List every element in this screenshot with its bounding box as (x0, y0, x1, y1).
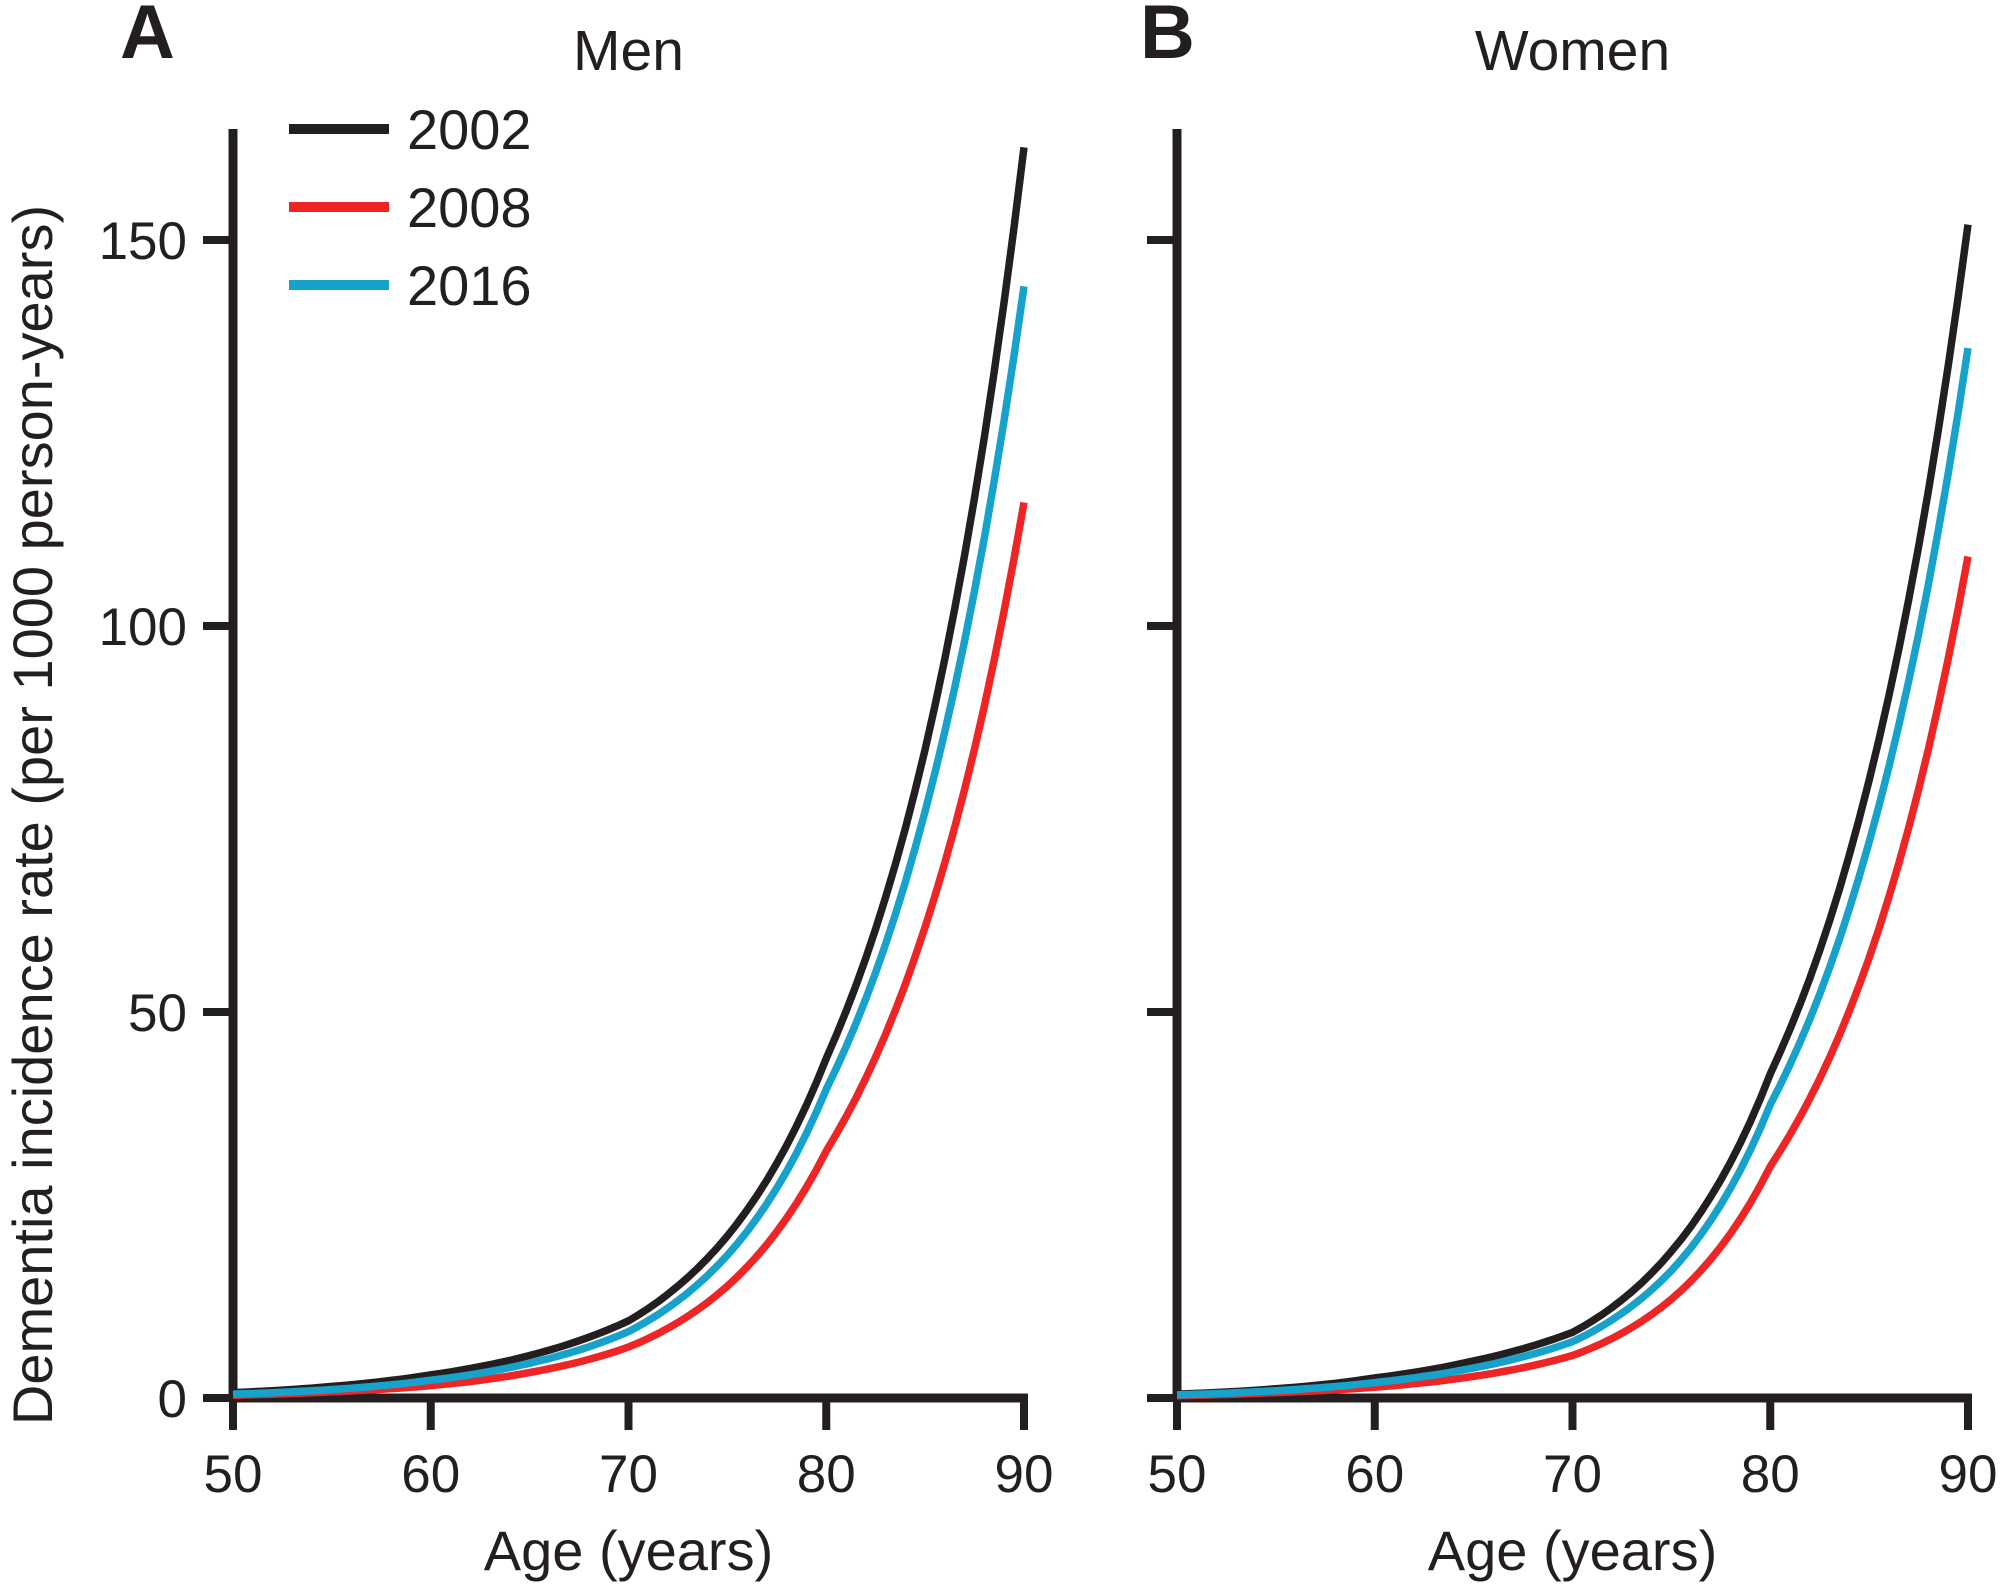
panel-a-x-tick-label-90: 90 (995, 1445, 1054, 1504)
panel-b-x-tick-label-90: 90 (1939, 1445, 1998, 1504)
panel-a-x-tick-label-50: 50 (204, 1445, 263, 1504)
panel-b-x-axis-title: Age (years) (1428, 1519, 1717, 1582)
panel-a-y-tick-label-150: 150 (99, 212, 187, 271)
panel-a-series-line-2002 (232, 146, 1028, 1397)
panel-b-series-line-2008 (1176, 555, 1972, 1400)
legend-label-2002: 2002 (407, 98, 532, 161)
panel-b-x-tick-label-80: 80 (1741, 1445, 1800, 1504)
panel-a-x-tick-label-80: 80 (797, 1445, 856, 1504)
panel-a-title: Men (573, 19, 684, 83)
panel-a-y-tick-label-0: 0 (158, 1370, 187, 1429)
panel-b-x-tick-label-70: 70 (1543, 1445, 1602, 1504)
panel-a-series-line-2016 (232, 285, 1028, 1398)
panel-a-y-tick-label-50: 50 (128, 984, 187, 1043)
panel-b-x-tick-label-50: 50 (1148, 1445, 1207, 1504)
panel-a-letter: A (120, 0, 175, 75)
panel-a-series-line-2008 (232, 501, 1028, 1400)
panel-a-x-tick-label-60: 60 (401, 1445, 460, 1504)
panel-a-y-tick-label-100: 100 (99, 598, 187, 657)
panel-b-series-line-2016 (1176, 347, 1972, 1399)
panel-b-series-line-2002 (1176, 224, 1972, 1398)
panel-b-letter: B (1140, 0, 1195, 75)
panel-b-title: Women (1475, 19, 1670, 83)
legend-label-2016: 2016 (407, 254, 532, 317)
panel-a-x-axis-title: Age (years) (484, 1519, 773, 1582)
panel-b-x-tick-label-60: 60 (1345, 1445, 1404, 1504)
panel-a-x-tick-label-70: 70 (599, 1445, 658, 1504)
legend-label-2008: 2008 (407, 176, 532, 239)
y-axis-title: Dementia incidence rate (per 1000 person… (1, 205, 64, 1425)
